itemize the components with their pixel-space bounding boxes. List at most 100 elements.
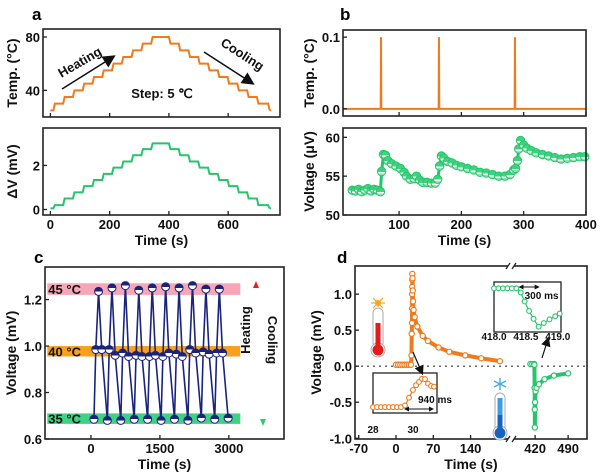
x-tick-label: 140 (460, 441, 482, 456)
y-tick-label: 0.6 (24, 432, 42, 447)
data-point (150, 350, 160, 360)
c-cooling-label: Cooling (265, 316, 280, 364)
inset-x-tick-label: 418.0 (481, 332, 506, 343)
y-tick-label: -0.5 (330, 395, 352, 410)
inset-x-tick-label: 418.5 (513, 332, 538, 343)
inset-data-point (521, 298, 528, 305)
y-tick-label: 1.2 (24, 293, 42, 308)
temperature-band (47, 283, 241, 295)
data-point (410, 306, 417, 314)
data-point (143, 414, 153, 424)
data-point (375, 186, 386, 197)
data-point (434, 161, 445, 171)
data-point (433, 174, 443, 184)
data-point (134, 285, 144, 295)
data-point (218, 348, 228, 358)
inset-data-point (530, 315, 537, 322)
plot-frame (44, 266, 285, 440)
inset-plot: 418.0 418.5 419.0 300 ms (481, 281, 571, 343)
y-tick-label: 0.8 (24, 386, 42, 401)
axis-break-icon (505, 262, 517, 270)
y-tick-label: 2 (33, 158, 40, 173)
data-point (541, 375, 548, 383)
plot-frame (42, 28, 281, 118)
y-tick-label: 0.0 (322, 102, 340, 117)
data-point (116, 415, 126, 425)
heating-arrow (61, 55, 116, 90)
data-point (435, 344, 442, 351)
step-label: Step: 5 ℃ (131, 86, 193, 101)
temperature-band (47, 346, 241, 357)
plot-frame (342, 127, 587, 216)
data-point (204, 349, 214, 359)
plot-c: 45 °C 40 °C 35 °C 0 1500 3000 0.6 0.8 1.0 1.2 Time… (3, 266, 285, 472)
data-point (580, 152, 590, 162)
y-tick-label: 1.0 (334, 287, 352, 302)
data-point (89, 414, 99, 424)
x-tick-label: 490 (557, 441, 579, 456)
data-point (408, 319, 416, 327)
band-label: 45 °C (48, 282, 81, 297)
data-point (564, 370, 572, 377)
y-tick-label: 1.0 (24, 339, 42, 354)
data-point (124, 351, 134, 361)
data-point (478, 355, 485, 362)
cooling-arrowhead (260, 419, 266, 426)
heating-arrowhead (253, 281, 259, 288)
data-point (510, 163, 521, 174)
series-line (50, 142, 272, 210)
x-tick-label: 400 (158, 217, 180, 232)
y-tick-label: 0.1 (322, 30, 340, 45)
series-line (530, 362, 569, 428)
data-point (147, 283, 157, 293)
data-point (104, 345, 114, 355)
data-point (424, 337, 432, 345)
inset-data-point (513, 285, 520, 292)
y-tick-label: 0 (33, 202, 40, 217)
data-point (407, 361, 415, 368)
data-point (223, 413, 233, 423)
series-line (343, 37, 586, 110)
y-tick-label: 60 (326, 130, 340, 145)
inset-data-point (517, 289, 524, 296)
data-point (535, 381, 543, 388)
x-tick-label: 1500 (145, 441, 174, 456)
data-point (414, 323, 421, 330)
duration-label: 300 ms (525, 291, 559, 302)
data-point (512, 155, 523, 166)
data-point (376, 166, 387, 177)
panel-label-d: d (337, 248, 347, 267)
data-point (107, 283, 117, 293)
data-point (191, 348, 201, 358)
inset-data-point (410, 386, 416, 393)
inset-data-point (431, 383, 437, 390)
data-point (462, 352, 469, 359)
data-point (187, 281, 197, 291)
inset-data-point (406, 394, 412, 401)
x-axis-label: Time (s) (438, 232, 491, 248)
y-tick-label: 50 (326, 208, 340, 223)
data-point (210, 414, 220, 424)
inset-data-point (422, 376, 428, 383)
data-point (214, 284, 224, 294)
inset-data-point (556, 310, 563, 317)
duration-label: 940 ms (418, 395, 452, 406)
orange-inset-pointer (412, 351, 424, 376)
x-tick-label: 100 (388, 217, 410, 232)
data-point (409, 287, 416, 294)
y-tick-label: 40 (26, 83, 40, 98)
inset-data-point (526, 307, 533, 314)
y-axis-label: Temp. (°C) (4, 38, 20, 107)
data-point (164, 348, 174, 358)
data-point (137, 351, 147, 361)
y-axis-label: Voltage (mV) (308, 310, 324, 395)
data-point (409, 298, 417, 305)
x-tick-label: 420 (524, 441, 546, 456)
panel-label-c: c (34, 248, 43, 267)
inset-x-tick-label: 419.0 (545, 332, 570, 343)
data-point (550, 372, 558, 379)
x-tick-label: 200 (451, 217, 473, 232)
inset-frame (493, 281, 562, 333)
inset-x-tick-label: 30 (407, 425, 419, 436)
